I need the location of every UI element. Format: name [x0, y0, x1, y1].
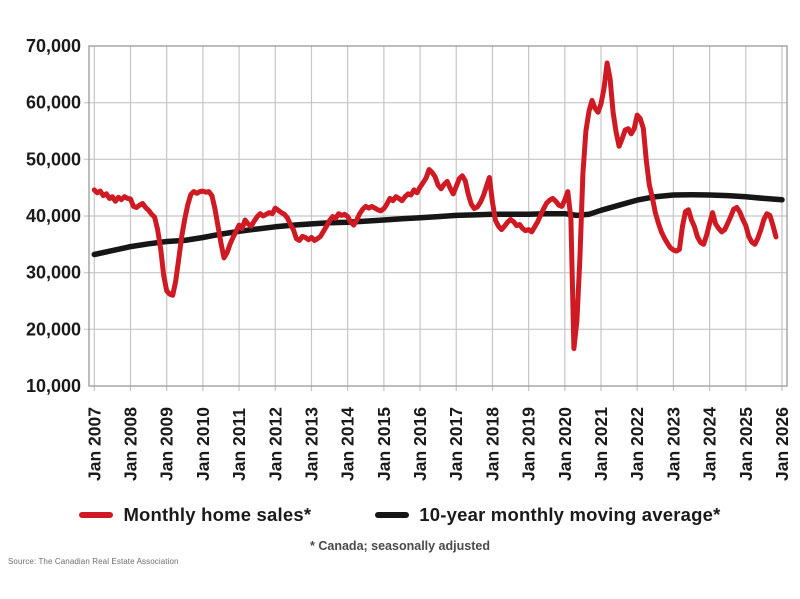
source-attribution: Source: The Canadian Real Estate Associa… — [8, 557, 179, 566]
svg-text:Jan 2016: Jan 2016 — [410, 407, 430, 481]
svg-text:Jan 2009: Jan 2009 — [157, 407, 177, 481]
legend-label-moving-average: 10-year monthly moving average* — [419, 504, 721, 525]
svg-text:60,000: 60,000 — [26, 93, 81, 113]
svg-text:Jan 2013: Jan 2013 — [301, 407, 321, 481]
legend-label-monthly-home-sales: Monthly home sales* — [123, 504, 312, 525]
svg-text:Jan 2008: Jan 2008 — [120, 407, 140, 481]
svg-text:Jan 2012: Jan 2012 — [265, 407, 285, 481]
legend-swatch-red-line — [79, 512, 114, 518]
svg-text:Jan 2019: Jan 2019 — [519, 407, 539, 481]
legend-item-monthly-home-sales: Monthly home sales* — [79, 504, 311, 526]
legend-swatch-black-line — [375, 512, 410, 518]
svg-text:Jan 2015: Jan 2015 — [374, 407, 394, 481]
svg-text:Jan 2025: Jan 2025 — [736, 407, 756, 481]
svg-text:Jan 2024: Jan 2024 — [700, 407, 720, 481]
svg-text:Jan 2010: Jan 2010 — [193, 407, 213, 481]
svg-text:Jan 2011: Jan 2011 — [229, 408, 249, 481]
home-sales-chart: 70,000 60,000 50,000 40,000 30,000 20,000 10,0… — [26, 36, 792, 481]
svg-text:Jan 2022: Jan 2022 — [627, 407, 647, 481]
svg-text:Jan 2014: Jan 2014 — [338, 407, 358, 481]
legend-item-moving-average: 10-year monthly moving average* — [375, 504, 720, 526]
svg-text:20,000: 20,000 — [26, 319, 81, 339]
svg-text:10,000: 10,000 — [26, 376, 81, 396]
chart-footnote: * Canada; seasonally adjusted — [310, 539, 490, 553]
svg-text:50,000: 50,000 — [26, 149, 81, 169]
svg-text:70,000: 70,000 — [26, 36, 81, 56]
svg-text:Jan 2020: Jan 2020 — [555, 407, 575, 481]
svg-text:Jan 2017: Jan 2017 — [446, 407, 466, 481]
svg-text:Jan 2023: Jan 2023 — [663, 407, 683, 481]
svg-text:Jan 2007: Jan 2007 — [84, 407, 104, 481]
svg-text:Jan 2018: Jan 2018 — [482, 407, 502, 481]
svg-text:40,000: 40,000 — [26, 206, 81, 226]
chart-legend: Monthly home sales* 10-year monthly movi… — [0, 503, 800, 527]
svg-text:30,000: 30,000 — [26, 263, 81, 283]
svg-text:Jan 2026: Jan 2026 — [772, 407, 792, 481]
svg-text:Jan 2021: Jan 2021 — [591, 407, 611, 481]
